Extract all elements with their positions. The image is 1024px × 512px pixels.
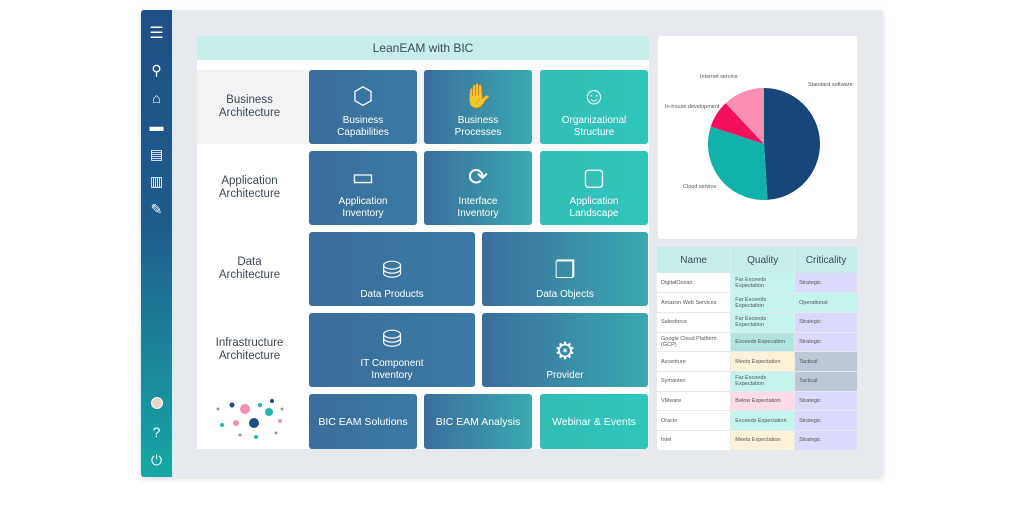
table-cell: DigitalOcean [657,273,732,294]
sync-icon: ⟳ [467,164,489,191]
tile-business-processes[interactable]: ✋ Business Processes [424,70,532,144]
tile-label: Interface Inventory [457,196,499,219]
table-cell: Far Exceeds Expectation [730,312,796,333]
chart-icon[interactable]: ▥ [149,173,164,189]
pie-chart-card: Standard software Cloud service In-house d… [658,36,857,239]
tile-interface-inventory[interactable]: ⟳ Interface Inventory [424,151,532,225]
table-row[interactable]: Amazon Web Services Far Exceeds Expectati… [657,292,858,313]
table-cell: Exceeds Expecation [730,332,796,353]
vendor-table: Name Quality Criticality DigitalOcean Far E… [657,247,858,451]
tile-provider[interactable]: ⚙ Provider [482,313,648,387]
table-cell: Strategic [794,391,858,412]
network-graphic [216,399,284,439]
table-row[interactable]: Google Cloud Platform (GCP) Exceeds Expec… [657,332,858,353]
table-row[interactable]: Symantec Far Exceeds Expectation Tactical [657,371,858,392]
table-cell: Exceeds Expectation [730,410,796,431]
tile-label: Data Products [360,289,424,300]
table-cell: Oracle [657,410,732,431]
tile-application-inventory[interactable]: ▭ Application Inventory [309,151,417,225]
table-cell: VMware [657,391,732,412]
table-cell: Below Expectation [730,391,796,412]
tile-application-landscape[interactable]: ▢ Application Landscape [540,151,648,225]
table-cell: Amazon Web Services [657,292,732,313]
tile-data-products[interactable]: ⛁ Data Products [309,232,475,306]
table-row[interactable]: Oracle Exceeds Expectation Strategic [657,410,858,431]
pie-slice[interactable] [708,126,768,200]
table-cell: Google Cloud Platform (GCP) [657,332,732,353]
table-row[interactable]: Intel Meets Expectation Strategic [657,430,858,451]
tile-label: IT Component Inventory [360,358,424,381]
tile-label: Organizational Structure [561,115,627,138]
table-cell: Strategic [794,332,858,353]
server-icon: ⛁ [381,326,403,353]
home-icon[interactable]: ⌂ [152,90,161,106]
table-cell: Strategic [794,410,858,431]
table-cell: Operational [794,292,858,313]
table-cell: Meets Expectation [730,430,796,451]
cube-hand-icon: ⬡ [352,83,374,110]
pie-label: Standard software [808,82,853,88]
column-header[interactable]: Criticality [794,247,858,273]
tile-organizational-structure[interactable]: ☺ Organizational Structure [540,70,648,144]
database-gear-icon: ⛁ [381,257,403,284]
monitor-icon: ▭ [351,164,375,191]
page-title: LeanEAM with BIC [197,36,649,60]
link-tile[interactable]: Webinar & Events [540,394,648,449]
people-icon: ☺ [581,83,607,110]
link-tile[interactable]: BIC EAM Solutions [309,394,417,449]
tile-it-component-inventory[interactable]: ⛁ IT Component Inventory [309,313,475,387]
folder-icon[interactable]: ▬ [149,118,164,134]
wrench-icon[interactable]: ✎ [150,201,163,217]
table-cell: Symantec [657,371,732,392]
pie-slice[interactable] [725,88,764,144]
table-cell: Intel [657,430,732,451]
menu-icon[interactable]: ☰ [149,25,164,42]
tile-label: Application Inventory [338,196,388,219]
row-label: Data Architecture [218,256,281,281]
tile-business-capabilities[interactable]: ⬡ Business Capabilities [309,70,417,144]
row-label: Application Architecture [218,175,281,200]
pie-slice[interactable] [710,103,764,144]
tile-label: Data Objects [536,289,594,300]
table-cell: Strategic [794,430,858,451]
row-label: Infrastructure Architecture [215,337,284,362]
table-cell: Tactical [794,371,858,392]
table-cell: Strategic [794,273,858,294]
table-cell: Far Exceeds Expectation [730,273,796,294]
tile-label: Provider [546,370,584,381]
pie-slice[interactable] [764,88,821,200]
pie-label: Internet service [700,74,738,80]
table-cell: Tactical [794,351,858,372]
column-header[interactable]: Quality [730,247,796,273]
help-icon[interactable]: ? [152,424,161,440]
table-cell: Accenture [657,351,732,372]
tile-label: Business Processes [454,115,502,138]
hierarchy-icon: ⚙ [554,338,576,365]
tile-data-objects[interactable]: ❐ Data Objects [482,232,648,306]
documents-icon[interactable]: ▤ [149,146,164,162]
table-cell: Strategic [794,312,858,333]
table-row[interactable]: Salesforce Far Exceeds Expectation Strateg… [657,312,858,333]
search-icon[interactable]: ⚲ [151,62,162,78]
table-row[interactable]: Accenture Meets Expectation Tactical [657,351,858,372]
tile-label: Application Landscape [569,196,619,219]
tile-label: Business Capabilities [337,115,389,138]
table-cell: Far Exceeds Expectation [730,292,796,313]
link-tile[interactable]: BIC EAM Analysis [424,394,532,449]
sidebar: ☰ ⚲ ⌂ ▬ ▤ ▥ ✎ ? ⏻ [141,10,172,477]
table-cell: Salesforce [657,312,732,333]
avatar[interactable] [141,396,172,412]
row-label: Business Architecture [218,94,281,119]
power-icon[interactable]: ⏻ [150,452,163,468]
handshake-icon: ✋ [463,83,493,110]
table-cell: Meets Expectation [730,351,796,372]
files-icon: ❐ [554,257,576,284]
table-row[interactable]: DigitalOcean Far Exceeds Expectation Strat… [657,273,858,294]
pie-label: In-house development [665,104,720,110]
window-icon: ▢ [582,164,606,191]
table-row[interactable]: VMware Below Expectation Strategic [657,391,858,412]
column-header[interactable]: Name [657,247,732,273]
table-cell: Far Exceeds Expectation [730,371,796,392]
pie-label: Cloud service [683,184,716,190]
